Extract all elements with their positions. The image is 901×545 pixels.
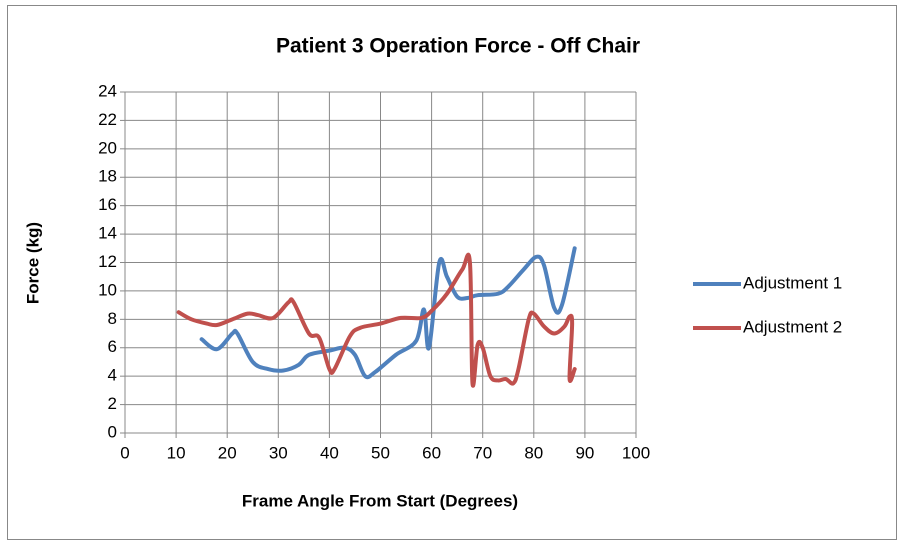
data-line bbox=[176, 252, 577, 388]
x-axis-title: Frame Angle From Start (Degrees) bbox=[242, 491, 518, 510]
legend-label: Adjustment 2 bbox=[743, 317, 842, 336]
x-tick-label: 30 bbox=[269, 443, 288, 462]
y-tick-label: 12 bbox=[98, 252, 117, 271]
x-tick-label: 50 bbox=[371, 443, 390, 462]
x-tick-label: 100 bbox=[622, 443, 650, 462]
legend-label: Adjustment 1 bbox=[743, 273, 842, 292]
x-tick-label: 0 bbox=[120, 443, 129, 462]
data-line bbox=[199, 246, 577, 380]
x-tick-label: 80 bbox=[524, 443, 543, 462]
y-tick-label: 14 bbox=[98, 224, 117, 243]
y-tick-label: 22 bbox=[98, 110, 117, 129]
y-tick-label: 0 bbox=[108, 422, 117, 441]
y-tick-label: 20 bbox=[98, 138, 117, 157]
x-tick-label: 70 bbox=[473, 443, 492, 462]
y-tick-label: 2 bbox=[108, 394, 117, 413]
y-tick-label: 4 bbox=[108, 366, 117, 385]
y-tick-label: 6 bbox=[108, 337, 117, 356]
x-tick-label: 40 bbox=[320, 443, 339, 462]
x-tick-label: 60 bbox=[422, 443, 441, 462]
y-tick-label: 8 bbox=[108, 309, 117, 328]
y-tick-label: 18 bbox=[98, 167, 117, 186]
y-tick-label: 10 bbox=[98, 280, 117, 299]
x-tick-label: 20 bbox=[218, 443, 237, 462]
x-tick-label: 90 bbox=[575, 443, 594, 462]
y-tick-label: 16 bbox=[98, 195, 117, 214]
y-axis-title: Force (kg) bbox=[23, 222, 42, 304]
chart-frame bbox=[7, 5, 897, 540]
chart-title: Patient 3 Operation Force - Off Chair bbox=[276, 35, 640, 58]
y-tick-label: 24 bbox=[98, 81, 117, 100]
x-tick-label: 10 bbox=[167, 443, 186, 462]
